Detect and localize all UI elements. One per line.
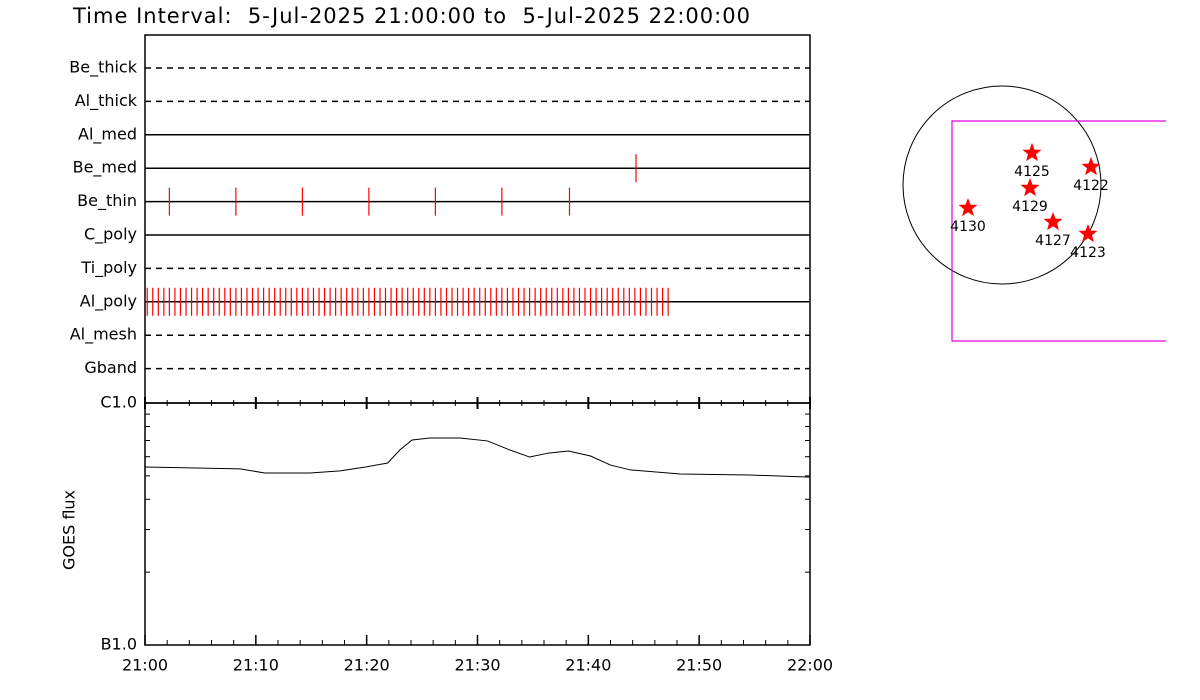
x-tick-label: 21:20 — [344, 656, 390, 675]
x-tick-label: 21:10 — [233, 656, 279, 675]
active-region-star — [1020, 178, 1040, 197]
filter-label: Al_poly — [80, 291, 137, 311]
filter-label: Be_thin — [77, 191, 137, 211]
filter-label: Be_thick — [69, 58, 137, 78]
field-of-view — [951, 120, 1166, 342]
y-axis-label: GOES flux — [60, 490, 79, 570]
y-tick-label: B1.0 — [101, 635, 137, 654]
goes-flux-line — [144, 437, 811, 478]
filter-label: Be_med — [73, 158, 137, 178]
active-region-star — [1043, 212, 1063, 231]
active-region-star — [1081, 157, 1101, 176]
solar-disk — [902, 85, 1102, 285]
x-tick-label: 21:00 — [122, 656, 168, 675]
filter-label: Gband — [84, 358, 137, 377]
active-region-label: 4130 — [950, 219, 986, 235]
y-tick-label: C1.0 — [100, 393, 137, 412]
active-region-star — [1022, 143, 1042, 162]
filter-label: Al_thick — [75, 91, 138, 111]
x-tick-label: 21:30 — [454, 656, 500, 675]
filter-label: C_poly — [84, 225, 137, 245]
active-region-star — [1078, 224, 1098, 243]
active-region-star — [958, 198, 978, 217]
x-tick-label: 21:50 — [676, 656, 722, 675]
filter-label: Ti_poly — [80, 258, 137, 278]
x-tick-label: 22:00 — [787, 656, 833, 675]
active-region-label: 4129 — [1012, 199, 1048, 215]
filter-label: Al_mesh — [70, 325, 137, 345]
x-tick-label: 21:40 — [565, 656, 611, 675]
page-title: Time Interval: 5-Jul-2025 21:00:00 to 5-… — [72, 4, 751, 28]
active-region-label: 4123 — [1070, 245, 1106, 261]
filter-label: Al_med — [78, 124, 137, 144]
active-region-label: 4127 — [1035, 233, 1071, 249]
active-region-label: 4122 — [1073, 178, 1109, 194]
active-region-label: 4125 — [1014, 164, 1050, 180]
